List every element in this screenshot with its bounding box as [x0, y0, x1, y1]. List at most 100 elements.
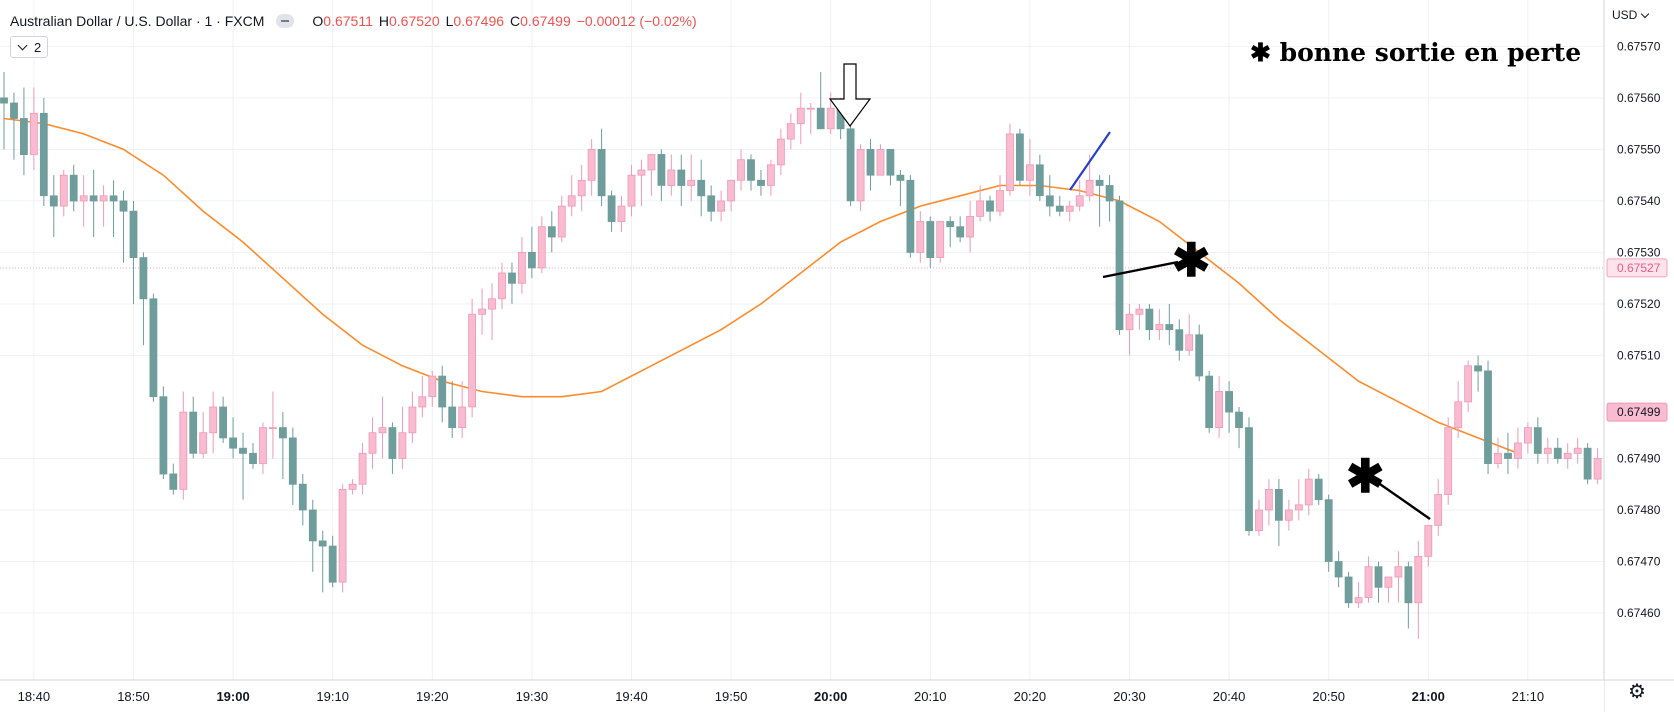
candle[interactable] [1026, 139, 1034, 196]
candle[interactable] [528, 226, 536, 279]
candle[interactable] [1504, 432, 1512, 474]
candle[interactable] [966, 200, 974, 253]
candle[interactable] [1414, 540, 1423, 639]
candle[interactable] [308, 499, 317, 572]
candle[interactable] [458, 381, 467, 438]
candle[interactable] [278, 412, 287, 480]
candle[interactable] [697, 159, 706, 217]
candle[interactable] [926, 216, 935, 268]
candle[interactable] [1016, 128, 1024, 186]
candle[interactable] [298, 473, 307, 526]
candle[interactable] [1364, 556, 1373, 603]
candle[interactable] [99, 185, 108, 227]
candle[interactable] [1464, 360, 1472, 413]
candle[interactable] [10, 92, 18, 160]
candle[interactable] [1454, 381, 1463, 438]
currency-selector[interactable]: USD [1612, 8, 1650, 22]
candle[interactable] [916, 211, 925, 263]
candle[interactable] [1006, 123, 1014, 196]
candle[interactable] [59, 170, 68, 217]
candle[interactable] [657, 149, 666, 201]
candle[interactable] [707, 185, 716, 222]
candle[interactable] [498, 262, 506, 310]
candle[interactable] [1514, 427, 1522, 469]
candle[interactable] [537, 216, 546, 274]
exit-line-2-drawing[interactable] [1376, 481, 1431, 520]
candle[interactable] [1245, 417, 1253, 536]
candle[interactable] [936, 221, 945, 263]
candle[interactable] [159, 386, 168, 480]
candle[interactable] [318, 530, 327, 593]
candle[interactable] [1404, 561, 1413, 629]
candle[interactable] [906, 175, 915, 258]
indicators-toggle-button[interactable]: 2 [10, 36, 49, 58]
candle[interactable] [0, 72, 8, 150]
candle[interactable] [358, 443, 367, 495]
candle[interactable] [786, 113, 795, 150]
candle[interactable] [89, 170, 98, 237]
moving-average-line[interactable] [3, 117, 1519, 455]
candle[interactable] [1105, 175, 1114, 222]
candle[interactable] [1045, 175, 1054, 217]
candle[interactable] [667, 154, 676, 196]
candle[interactable] [1175, 319, 1184, 361]
candle[interactable] [1384, 576, 1393, 603]
candle[interactable] [219, 396, 228, 444]
exit-line-1-drawing[interactable] [1102, 260, 1179, 279]
candle[interactable] [268, 391, 277, 459]
candle[interactable] [777, 128, 785, 176]
candle[interactable] [866, 139, 875, 191]
price-axis-labels[interactable]: 0.67460 0.67470 0.67480 0.67490 0.67499 0.675… [1606, 39, 1668, 620]
candle[interactable] [338, 484, 347, 593]
candle[interactable] [886, 148, 895, 186]
candle[interactable] [29, 87, 38, 170]
candle[interactable] [79, 175, 88, 227]
candle[interactable] [1444, 417, 1453, 505]
candle[interactable] [1115, 195, 1124, 335]
candle[interactable] [806, 103, 815, 134]
candle[interactable] [259, 422, 267, 474]
candle[interactable] [129, 200, 138, 304]
candle[interactable] [438, 365, 447, 423]
candle[interactable] [687, 154, 696, 201]
candle[interactable] [39, 97, 48, 207]
candle[interactable] [986, 195, 994, 222]
candle[interactable] [647, 154, 656, 196]
candle[interactable] [408, 391, 417, 444]
candle[interactable] [1334, 551, 1343, 588]
candle[interactable] [1055, 195, 1064, 217]
candle[interactable] [996, 175, 1004, 217]
candle[interactable] [1284, 499, 1293, 531]
candle[interactable] [378, 396, 387, 459]
candle[interactable] [1543, 437, 1552, 464]
candle[interactable] [637, 159, 646, 207]
candle[interactable] [1474, 355, 1482, 392]
candle[interactable] [209, 391, 218, 454]
candle[interactable] [508, 262, 516, 304]
candle[interactable] [49, 175, 58, 237]
candle[interactable] [757, 170, 765, 196]
candle[interactable] [488, 283, 496, 340]
candle[interactable] [1484, 360, 1492, 474]
candle[interactable] [727, 179, 735, 212]
candle[interactable] [328, 535, 337, 588]
candle[interactable] [1494, 437, 1502, 469]
candle[interactable] [1394, 551, 1403, 603]
candle[interactable] [418, 376, 427, 418]
candle[interactable] [149, 293, 158, 402]
candle[interactable] [1275, 479, 1283, 547]
candle[interactable] [199, 412, 208, 459]
candle[interactable] [1563, 443, 1572, 469]
candle[interactable] [229, 417, 238, 459]
candle[interactable] [69, 164, 78, 212]
candle[interactable] [1354, 582, 1363, 608]
time-axis-labels[interactable]: 18:40 18:50 19:00 19:10 19:20 19:30 19:40 19:50… [18, 689, 1545, 704]
candle[interactable] [747, 154, 755, 191]
candle[interactable] [717, 190, 725, 222]
candle[interactable] [1135, 303, 1144, 330]
candle[interactable] [587, 139, 596, 196]
candle[interactable] [139, 252, 148, 346]
candle[interactable] [19, 87, 28, 176]
candle[interactable] [856, 144, 865, 212]
